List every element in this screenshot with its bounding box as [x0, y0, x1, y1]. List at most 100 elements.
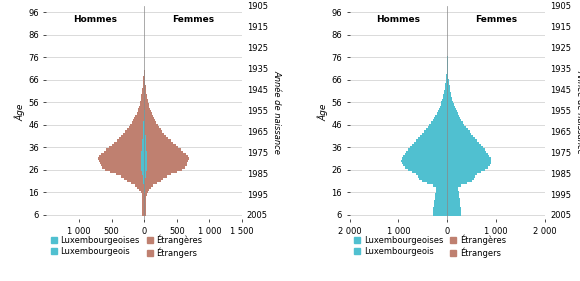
Bar	[144, 171, 146, 173]
Bar	[144, 166, 147, 169]
Bar	[447, 178, 461, 180]
Bar	[410, 146, 447, 148]
Bar	[447, 166, 467, 169]
Bar	[447, 169, 485, 171]
Bar	[447, 160, 468, 162]
Bar	[447, 193, 459, 196]
Bar	[144, 117, 154, 119]
Bar	[447, 142, 479, 144]
Bar	[443, 112, 447, 115]
Bar	[443, 94, 447, 97]
Bar	[144, 160, 147, 162]
Bar	[144, 139, 146, 142]
Bar	[447, 155, 489, 157]
Bar	[142, 209, 144, 211]
Bar	[447, 85, 450, 88]
Bar	[142, 211, 144, 214]
Bar	[144, 144, 146, 146]
Bar	[144, 99, 147, 101]
Bar	[441, 103, 447, 106]
Bar	[447, 153, 466, 155]
Bar	[143, 133, 144, 135]
Bar	[144, 112, 151, 115]
Bar	[144, 137, 168, 139]
Bar	[440, 184, 447, 187]
Bar	[408, 169, 447, 171]
Bar	[144, 155, 187, 157]
Bar	[444, 198, 447, 200]
Bar	[447, 187, 454, 189]
Bar	[446, 79, 447, 81]
Bar	[439, 108, 447, 110]
Bar	[143, 135, 144, 137]
Bar	[144, 126, 159, 128]
Y-axis label: Âge: Âge	[318, 104, 328, 121]
Bar	[144, 128, 161, 130]
Bar	[144, 211, 146, 214]
Bar	[447, 88, 450, 90]
Bar	[114, 142, 144, 144]
Bar	[447, 193, 451, 196]
Bar	[447, 205, 461, 207]
Bar	[434, 202, 447, 205]
Bar	[447, 99, 452, 101]
Bar	[141, 162, 144, 164]
Bar	[447, 207, 450, 209]
Bar	[144, 121, 145, 124]
Bar	[447, 184, 461, 187]
Legend: Luxembourgeoises, Luxembourgeois, Étrangères, Étrangers: Luxembourgeoises, Luxembourgeois, Étrang…	[354, 234, 506, 257]
Bar	[144, 119, 155, 121]
Bar	[133, 119, 144, 121]
Bar	[142, 92, 144, 94]
Bar	[144, 175, 146, 178]
Bar	[447, 189, 452, 191]
Bar	[140, 103, 144, 106]
Bar	[447, 171, 481, 173]
Bar	[447, 126, 455, 128]
Bar	[144, 79, 145, 81]
Bar	[144, 189, 149, 191]
Bar	[144, 157, 147, 160]
Bar	[111, 144, 144, 146]
Bar	[434, 198, 447, 200]
Bar	[144, 119, 145, 121]
Bar	[427, 155, 447, 157]
Bar	[414, 142, 447, 144]
Bar	[438, 110, 447, 112]
Bar	[144, 200, 146, 202]
Bar	[144, 144, 176, 146]
Bar	[447, 90, 451, 92]
Bar	[447, 178, 474, 180]
Bar	[447, 81, 449, 83]
Bar	[416, 139, 447, 142]
Bar	[402, 162, 447, 164]
Bar	[435, 193, 447, 196]
Bar	[441, 121, 447, 124]
Bar	[439, 126, 447, 128]
Bar	[436, 189, 447, 191]
Bar	[447, 202, 450, 205]
Bar	[445, 99, 447, 101]
Bar	[444, 92, 447, 94]
Bar	[447, 214, 461, 216]
Bar	[443, 115, 447, 117]
Bar	[433, 175, 447, 178]
Bar	[142, 90, 144, 92]
Bar	[144, 184, 153, 187]
Bar	[144, 146, 146, 148]
Bar	[135, 115, 144, 117]
Legend: Luxembourgeoises, Luxembourgeois, Étrangères, Étrangers: Luxembourgeoises, Luxembourgeois, Étrang…	[50, 234, 203, 257]
Bar	[447, 139, 477, 142]
Bar	[100, 164, 144, 166]
Bar	[143, 178, 144, 180]
Bar	[144, 166, 185, 169]
Bar	[433, 184, 447, 187]
Bar	[142, 139, 144, 142]
Bar	[142, 169, 144, 171]
Bar	[144, 90, 146, 92]
Bar	[426, 162, 447, 164]
Bar	[447, 117, 452, 119]
Bar	[144, 162, 187, 164]
Bar	[447, 198, 459, 200]
Bar	[444, 209, 447, 211]
